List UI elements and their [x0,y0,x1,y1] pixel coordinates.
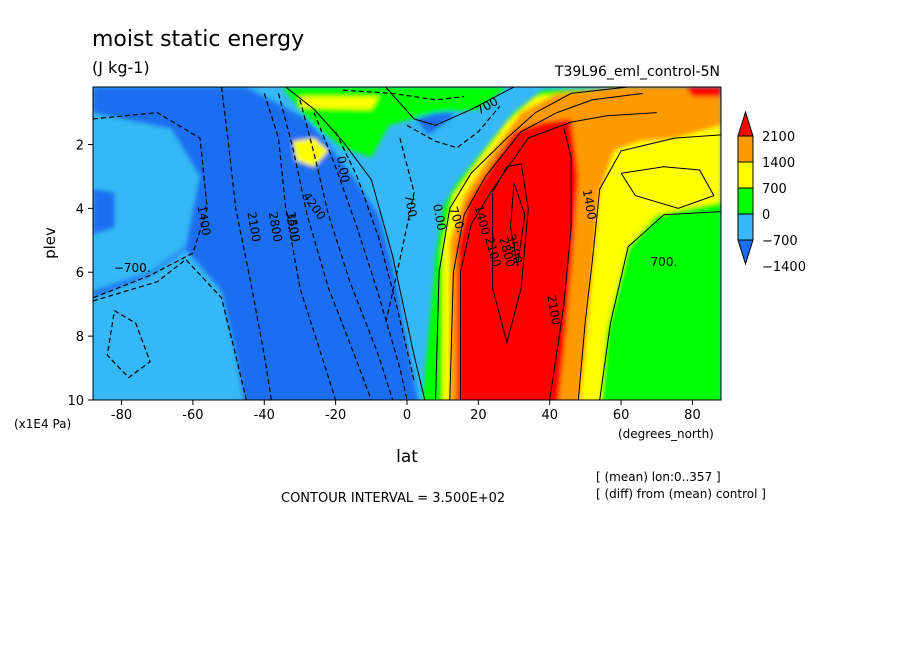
contour-line [385,87,515,126]
contour-line-dashed [263,93,337,400]
colorbar-swatch [737,213,754,241]
x-tick-label: 40 [541,408,558,423]
field-blue-west-strip [93,189,115,234]
colorbar: 2100 1400 700 0 −700 −1400 [737,110,806,275]
colorbar-extend-top [737,110,754,137]
y-axis: 2 4 6 8 10 [67,138,93,409]
x-tick-label: -40 [254,408,275,423]
contour-line-dashed [335,131,415,381]
contour-label: 0.00 [334,155,352,184]
contour-line [460,112,657,400]
x-tick-label: -80 [111,408,132,423]
contour-line [492,163,529,345]
y-tick-label: 4 [76,202,84,217]
colorbar-label: 700 [762,182,787,197]
contour-label: 3500 [284,211,303,244]
colorbar-label: 2100 [762,130,795,145]
contour-label: 1400 [580,188,599,221]
contour-label: 1400 [284,211,303,244]
contour-label: 700. [402,193,420,222]
field-red-corner [685,87,721,97]
contour-label: 1400 [194,204,213,237]
contour-line [435,87,629,400]
colorbar-swatch [737,187,754,215]
x-axis-label: lat [396,447,418,467]
field-cyan-south [93,249,244,400]
contour-label: 0.00 [430,203,448,232]
contour-line-dashed [106,310,151,379]
colorbar-label: 1400 [762,156,795,171]
contour-line [449,92,643,400]
contour-line [577,134,721,400]
colorbar-label: −700 [762,234,798,249]
colorbar-extend-bottom [737,239,754,266]
y-tick-label: 8 [76,330,84,345]
x-axis: -80 -60 -40 -20 0 20 40 60 80 [111,400,701,423]
chart-title: moist static energy [92,27,304,52]
contour-line [509,182,526,266]
contour-label: 2800 [266,211,285,244]
contour-line-dashed [385,137,415,324]
contour-label: 700. [651,255,678,269]
y-tick-label: 6 [76,266,84,281]
x-tick-label: -20 [325,408,346,423]
contour-line-dashed [406,105,501,149]
y-tick-label: 10 [67,394,84,409]
colorbar-label: 0 [762,208,770,223]
field-yellow-blob [292,138,329,167]
field-yellow-top [300,96,379,110]
colorbar-swatch [737,135,754,163]
run-label: T39L96_eml_control-5N [554,64,720,80]
contour-line [549,128,572,400]
contour-line-dashed [299,99,394,400]
contour-lines [93,87,721,400]
chart-units: (J kg-1) [92,58,150,77]
y-axis-label: plev [41,227,59,259]
y-tick-label: 2 [76,138,84,153]
x-tick-label: 0 [403,408,411,423]
x-axis-units: (degrees_north) [618,427,714,441]
x-tick-label: 60 [613,408,630,423]
contour-line-dashed [277,93,372,400]
contour-line-dashed [220,87,272,400]
colorbar-swatch [737,161,754,189]
contour-line [620,166,715,209]
contour-label: −700. [114,261,151,275]
x-tick-label: 20 [470,408,487,423]
footer-note-1: [ (mean) lon:0..357 ] [596,470,721,484]
x-tick-label: -60 [182,408,203,423]
field-red [457,118,579,400]
contour-line-dashed [93,111,208,299]
colorbar-label: −1400 [762,260,806,275]
contour-line [285,87,426,400]
contour-line-dashed [93,258,247,400]
y-axis-units: (x1E4 Pa) [14,417,71,431]
contour-interval: CONTOUR INTERVAL = 3.500E+02 [281,491,505,506]
contour-label: 2100 [544,294,563,327]
contour-line [599,211,721,400]
contour-label: 2100 [244,211,263,244]
contour-line-dashed [342,89,465,101]
footer-note-2: [ (diff) from (mean) control ] [596,487,766,501]
x-tick-label: 80 [684,408,701,423]
contour-line-dashed [313,112,408,400]
